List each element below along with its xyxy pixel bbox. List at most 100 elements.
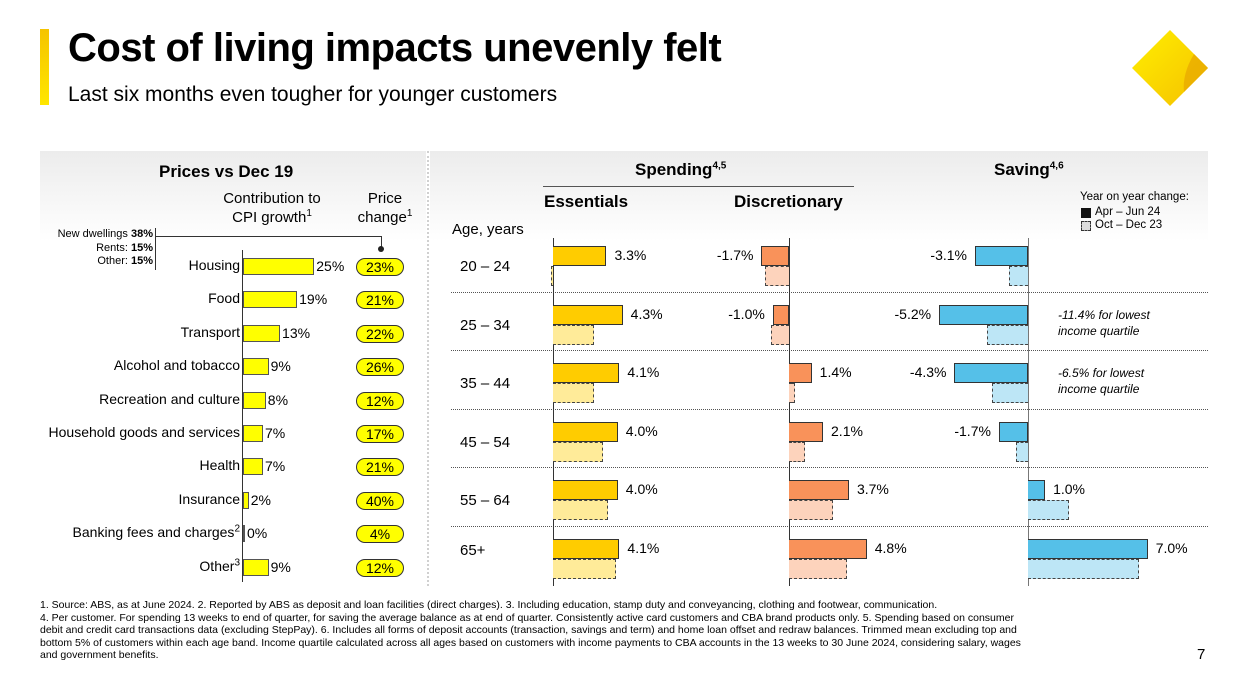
- cpi-category-label: Other3: [199, 556, 240, 573]
- saving-title: Saving4,6: [994, 160, 1064, 180]
- price-change-pill: 12%: [356, 391, 404, 410]
- breakdown-label: Rents:: [96, 241, 131, 254]
- price-change-pill: 23%: [356, 258, 404, 276]
- breakdown-bracket: [155, 228, 156, 270]
- bar-oct-dec-23: [1009, 266, 1028, 286]
- footnote-ref: 3: [234, 556, 240, 568]
- bar-oct-dec-23: [789, 500, 833, 521]
- prices-title: Prices vs Dec 19: [159, 162, 294, 181]
- panel-divider: [427, 151, 429, 586]
- age-group-label: 20 – 24: [460, 258, 511, 275]
- bar-value-label: 3.3%: [614, 247, 647, 263]
- zero-axis: [553, 238, 554, 586]
- cpi-contribution-value: 19%: [299, 291, 328, 308]
- footnotes: 1. Source: ABS, as at June 2024. 2. Repo…: [40, 599, 1180, 662]
- bar-apr-jun-24: [772, 304, 789, 325]
- age-group-label: 35 – 44: [460, 375, 511, 393]
- cpi-contribution-value: 2%: [250, 491, 271, 508]
- bar-oct-dec-23: [551, 266, 553, 286]
- cpi-category-text: Banking fees and charges: [72, 524, 235, 541]
- cpi-contribution-value: 25%: [316, 258, 345, 274]
- cpi-contribution-value: 9%: [270, 358, 291, 375]
- legend-label-current: Apr – Jun 24: [1095, 206, 1161, 218]
- cpi-contribution-bar: [243, 291, 298, 309]
- footnote-line: 1. Source: ABS, as at June 2024. 2. Repo…: [40, 599, 938, 611]
- bar-value-label: 4.0%: [625, 422, 658, 439]
- legend-label-previous: Oct – Dec 23: [1095, 219, 1163, 231]
- cpi-contribution-value: 13%: [282, 324, 311, 341]
- bar-apr-jun-24: [789, 421, 824, 442]
- cba-diamond-logo-icon: [1132, 30, 1208, 106]
- bar-apr-jun-24: [553, 363, 620, 384]
- breakdown-value: 15%: [130, 241, 153, 254]
- page-number: 7: [1197, 646, 1206, 663]
- footnote-line: bottom 5% of customers within each age b…: [40, 636, 1021, 649]
- saving-annotation: -11.4% for lowest income quartile: [1058, 307, 1150, 339]
- bar-oct-dec-23: [553, 559, 617, 579]
- page-title: Cost of living impacts unevenly felt: [68, 26, 722, 70]
- bar-apr-jun-24: [998, 421, 1028, 442]
- price-change-pill: 17%: [356, 425, 404, 443]
- price-change-pill: 12%: [356, 558, 404, 577]
- bar-apr-jun-24: [553, 539, 620, 559]
- housing-breakdown-item: Rents: 15%: [96, 242, 153, 254]
- spending-title: Spending4,5: [635, 160, 726, 180]
- cpi-contribution-bar: [243, 525, 245, 543]
- price-change-pill: 22%: [356, 324, 404, 343]
- cpi-category-label: Health: [200, 457, 240, 473]
- price-header-text: change: [357, 209, 407, 226]
- cpi-category-text: Food: [208, 290, 240, 307]
- age-group-label: 55 – 64: [460, 492, 511, 510]
- cpi-contribution-value: 7%: [264, 425, 286, 441]
- bar-apr-jun-24: [553, 304, 623, 325]
- cpi-category-label: Insurance: [179, 491, 240, 507]
- cpi-contribution-bar: [243, 258, 315, 275]
- price-header-line1: Price: [367, 190, 403, 207]
- discretionary-header: Discretionary: [734, 192, 843, 211]
- bar-apr-jun-24: [1028, 480, 1046, 501]
- annotation-line: -11.4% for lowest: [1058, 307, 1150, 322]
- annotation-line: income quartile: [1058, 382, 1140, 397]
- legend-swatch-current: [1081, 208, 1091, 218]
- cpi-contribution-bar: [243, 358, 269, 376]
- bar-oct-dec-23: [986, 324, 1028, 345]
- bar-value-label: 4.1%: [627, 364, 660, 381]
- bar-apr-jun-24: [974, 246, 1028, 266]
- price-change-pill: 21%: [356, 458, 404, 477]
- contribution-header: Contribution to CPI growth1: [212, 189, 332, 227]
- cpi-category-label: Transport: [181, 324, 240, 340]
- cpi-contribution-value: 0%: [247, 525, 268, 542]
- price-change-pill: 4%: [356, 525, 404, 544]
- bar-value-label: 4.3%: [630, 305, 663, 322]
- bar-oct-dec-23: [553, 324, 594, 345]
- bar-value-label: 1.0%: [1053, 481, 1086, 498]
- breakdown-connector-drop: [381, 236, 382, 248]
- bar-value-label: 4.8%: [874, 540, 907, 556]
- age-group-label: 65+: [460, 542, 486, 559]
- breakdown-value: 15%: [130, 255, 153, 267]
- bar-apr-jun-24: [789, 480, 849, 501]
- footnote-ref: 4,6: [1049, 160, 1064, 172]
- contribution-header-line1: Contribution to: [223, 190, 321, 207]
- cpi-contribution-bar: [243, 425, 263, 442]
- footnote-ref: 4,5: [712, 160, 727, 172]
- cpi-category-label: Food: [208, 290, 240, 306]
- housing-breakdown-item: Other: 15%: [97, 255, 153, 267]
- essentials-header: Essentials: [544, 192, 629, 211]
- cpi-contribution-value: 8%: [267, 391, 289, 408]
- bar-value-label: 2.1%: [831, 422, 863, 439]
- cpi-category-label: Household goods and services: [49, 424, 240, 440]
- cpi-contribution-value: 9%: [270, 558, 291, 575]
- bar-oct-dec-23: [553, 441, 604, 462]
- bar-apr-jun-24: [761, 246, 789, 266]
- bar-oct-dec-23: [789, 559, 848, 579]
- connector-dot: [378, 246, 384, 252]
- annotation-line: income quartile: [1058, 323, 1140, 338]
- contribution-header-text: CPI growth: [232, 209, 307, 226]
- row-separator: [451, 526, 1208, 527]
- price-change-pill: 21%: [356, 291, 404, 310]
- bar-oct-dec-23: [764, 266, 789, 286]
- age-axis-label: Age, years: [452, 221, 524, 238]
- price-header-line2: change1: [347, 208, 423, 227]
- cpi-category-label: Recreation and culture: [99, 391, 240, 407]
